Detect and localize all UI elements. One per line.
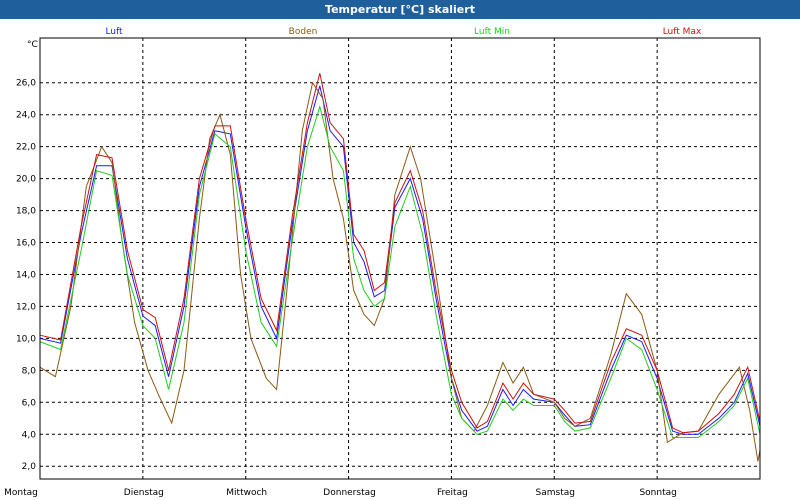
chart-title: Temperatur [°C] skaliert (0, 0, 800, 19)
x-day-label: Montag (4, 488, 38, 498)
y-tick-label: 20,0 (16, 175, 36, 185)
series-line-3 (39, 73, 761, 434)
y-tick-label: 26,0 (16, 79, 36, 89)
y-tick-label: 12,0 (16, 302, 36, 312)
series-line-2 (39, 104, 761, 438)
x-day-label: Dienstag (124, 488, 164, 498)
y-tick-label: 6,0 (22, 398, 37, 408)
temperature-chart: Luft Boden Luft Min Luft Max °C 2,0 4,0 6,0 8,… (4, 27, 761, 498)
y-axis-unit: °C (27, 40, 38, 50)
y-tick-label: 16,0 (16, 239, 36, 249)
legend-entry: Luft Min (474, 27, 510, 37)
plot-frame (39, 37, 761, 480)
legend-entry: Luft Max (663, 27, 702, 37)
x-tick-labels: Montag29.03.21Dienstag30.03.21Mittwoch31… (4, 488, 677, 498)
grid (40, 38, 760, 479)
series-line-0 (39, 85, 761, 435)
y-tick-label: 22,0 (16, 143, 36, 153)
y-tick-label: 10,0 (16, 334, 36, 344)
y-tick-label: 2,0 (22, 462, 37, 472)
y-tick-label: 18,0 (16, 207, 36, 217)
y-tick-label: 4,0 (22, 430, 37, 440)
x-day-label: Freitag (437, 488, 468, 498)
x-day-label: Donnerstag (323, 488, 376, 498)
x-day-label: Samstag (536, 488, 575, 498)
series-line-1 (39, 81, 761, 462)
legend-entry: Boden (289, 27, 318, 37)
x-day-label: Mittwoch (226, 488, 267, 498)
x-day-label: Sonntag (639, 488, 676, 498)
legend: Luft Boden Luft Min Luft Max (105, 27, 702, 37)
y-tick-label: 14,0 (16, 270, 36, 280)
y-tick-label: 8,0 (22, 366, 37, 376)
y-tick-label: 24,0 (16, 111, 36, 121)
y-tick-labels: 2,0 4,0 6,0 8,0 10,0 12,0 14,0 16,0 18,0 20,0 22,0… (16, 79, 36, 472)
legend-entry: Luft (105, 27, 123, 37)
series-lines (39, 73, 761, 462)
